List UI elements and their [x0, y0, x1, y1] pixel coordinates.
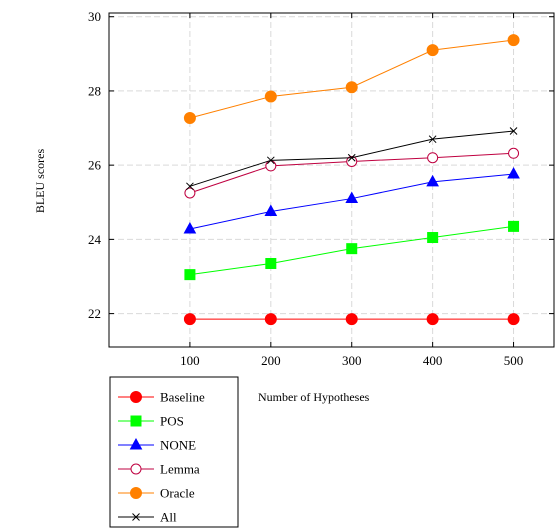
legend-item-none: NONE: [118, 438, 196, 453]
data-point-baseline: [264, 313, 277, 326]
data-point-baseline: [183, 313, 196, 326]
data-point-all: [186, 182, 194, 191]
data-point-oracle: [426, 44, 439, 57]
data-point-pos: [346, 243, 358, 255]
data-point-baseline: [345, 313, 358, 326]
legend-label-all: All: [160, 510, 177, 525]
x-axis-label: Number of Hypotheses: [258, 390, 370, 404]
data-point-none: [507, 167, 520, 179]
x-tick-label: 400: [423, 353, 443, 368]
legend-label-lemma: Lemma: [160, 462, 200, 477]
data-point-all: [509, 127, 518, 135]
data-point-all-stroke: [186, 182, 194, 191]
legend-marker-all: [132, 513, 140, 521]
data-point-none: [426, 174, 439, 187]
data-point-all-stroke: [347, 153, 356, 162]
plot-area: [108, 12, 555, 348]
legend-label-oracle: Oracle: [160, 486, 195, 501]
legend-marker-pos: [130, 415, 142, 427]
y-tick-label: 24: [88, 232, 102, 247]
series-none: [183, 167, 520, 234]
legend-label-pos: POS: [160, 414, 184, 429]
data-point-baseline: [426, 313, 439, 326]
legend-marker-all-stroke: [132, 513, 140, 521]
data-point-none: [264, 204, 278, 217]
legend-item-all: All: [118, 510, 177, 525]
data-point-oracle: [345, 81, 358, 94]
legend-marker-none: [129, 437, 143, 450]
data-point-all: [347, 153, 356, 162]
series-oracle: [183, 34, 520, 125]
data-point-pos: [265, 258, 277, 269]
legend-box: [109, 376, 239, 528]
axis-ticks: 100 200 300 400 500 22 24 26 28 30: [88, 9, 554, 368]
y-tick-label: 22: [88, 306, 101, 321]
series-all: [186, 127, 518, 191]
data-point-lemma: [346, 155, 358, 167]
x-tick-label: 200: [261, 353, 281, 368]
legend-item-lemma: Lemma: [118, 462, 200, 477]
data-point-pos: [427, 232, 439, 244]
series-baseline: [183, 313, 520, 326]
legend-marker-oracle: [130, 487, 142, 499]
data-point-lemma: [265, 160, 277, 172]
legend-marker-lemma: [130, 463, 142, 475]
x-tick-label: 500: [504, 353, 524, 368]
y-axis-label: BLEU scores: [33, 149, 47, 214]
legend-item-pos: POS: [118, 414, 184, 429]
data-point-none: [345, 191, 359, 204]
data-point-lemma: [508, 147, 520, 159]
data-point-all-stroke: [266, 156, 275, 165]
data-point-oracle: [183, 112, 196, 125]
series-lemma: [184, 147, 520, 199]
y-tick-label: 26: [88, 158, 102, 173]
y-tick-label: 30: [88, 9, 101, 24]
x-tick-label: 100: [180, 353, 200, 368]
legend-item-oracle: Oracle: [118, 486, 195, 501]
y-tick-label: 28: [88, 83, 101, 98]
data-point-baseline: [507, 313, 520, 326]
legend-label-baseline: Baseline: [160, 390, 205, 405]
data-point-all: [428, 135, 437, 144]
data-point-oracle: [507, 34, 520, 47]
data-point-lemma: [427, 152, 439, 164]
data-point-all-stroke: [428, 135, 437, 144]
legend-item-baseline: Baseline: [118, 390, 205, 405]
data-point-none: [183, 221, 197, 234]
legend-label-none: NONE: [160, 438, 196, 453]
data-point-lemma: [184, 187, 196, 199]
series-pos: [184, 220, 520, 281]
series-layer: [183, 34, 520, 326]
data-point-pos: [508, 220, 520, 232]
data-point-all-stroke: [509, 127, 518, 135]
legend: Baseline POS NONE Lemma Oracle All: [109, 376, 239, 528]
data-point-all: [266, 156, 275, 165]
legend-marker-baseline: [130, 391, 142, 403]
data-point-oracle: [264, 90, 277, 103]
grid-lines: [109, 13, 554, 347]
data-point-pos: [184, 269, 196, 281]
x-tick-label: 300: [342, 353, 362, 368]
